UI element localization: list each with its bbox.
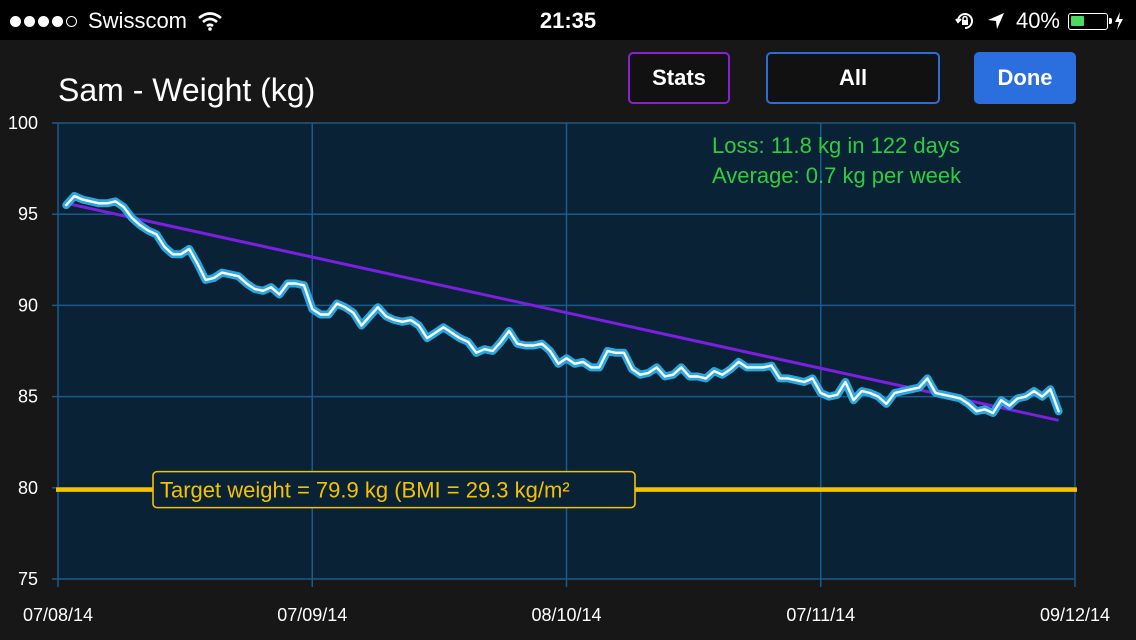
page-title: Sam - Weight (kg)	[58, 72, 316, 108]
target-label: Target weight = 79.9 kg (BMI = 29.3 kg/m…	[160, 478, 570, 503]
battery-icon	[1068, 12, 1112, 30]
carrier-name: Swisscom	[88, 8, 188, 33]
location-arrow-icon	[987, 13, 1004, 29]
target-label-box: Target weight = 79.9 kg (BMI = 29.3 kg/m…	[152, 470, 636, 509]
y-tick-label: 100	[8, 113, 38, 133]
battery-fill	[1071, 15, 1084, 26]
x-tick-label: 07/08/14	[23, 605, 93, 625]
status-left: Swisscom	[10, 8, 223, 34]
x-tick-label: 08/10/14	[531, 605, 601, 625]
stats-button[interactable]: Stats	[628, 52, 730, 104]
rotation-lock-icon	[955, 13, 973, 29]
wifi-icon	[198, 12, 222, 31]
signal-strength-icon	[10, 15, 80, 27]
y-tick-label: 85	[18, 387, 38, 407]
stats-loss-text: Loss: 11.8 kg in 122 days	[712, 133, 960, 158]
signal-dot	[38, 15, 49, 27]
done-button[interactable]: Done	[974, 52, 1076, 104]
x-tick-label: 07/09/14	[277, 605, 347, 625]
y-tick-label: 90	[18, 295, 38, 315]
y-tick-label: 80	[18, 478, 38, 498]
weight-series-line	[64, 194, 1060, 415]
range-all-button[interactable]: All	[766, 52, 940, 104]
status-bar: Swisscom 21:35 40%	[0, 0, 1136, 40]
signal-dot	[10, 15, 21, 27]
signal-dot	[24, 15, 35, 27]
y-axis-labels: 100 95 90 85 80 75	[8, 113, 38, 589]
x-tick-label: 07/11/14	[786, 605, 855, 625]
trend-line	[65, 201, 1059, 422]
x-axis-labels: 07/08/14 07/09/14 08/10/14 07/11/14 09/12/14	[23, 605, 1110, 625]
signal-dot	[66, 15, 77, 27]
stats-average-text: Average: 0.7 kg per week	[712, 163, 962, 188]
y-tick-label: 75	[18, 569, 38, 589]
battery-nub	[1109, 17, 1112, 24]
battery-percent: 40%	[1015, 8, 1060, 33]
signal-dot	[52, 15, 63, 27]
x-tick-label: 09/12/14	[1040, 605, 1110, 625]
status-time: 21:35	[539, 8, 597, 33]
y-tick-label: 95	[18, 204, 38, 224]
status-right: 40%	[954, 8, 1124, 34]
charging-bolt-icon	[1115, 12, 1123, 30]
target-label-background	[152, 470, 636, 509]
